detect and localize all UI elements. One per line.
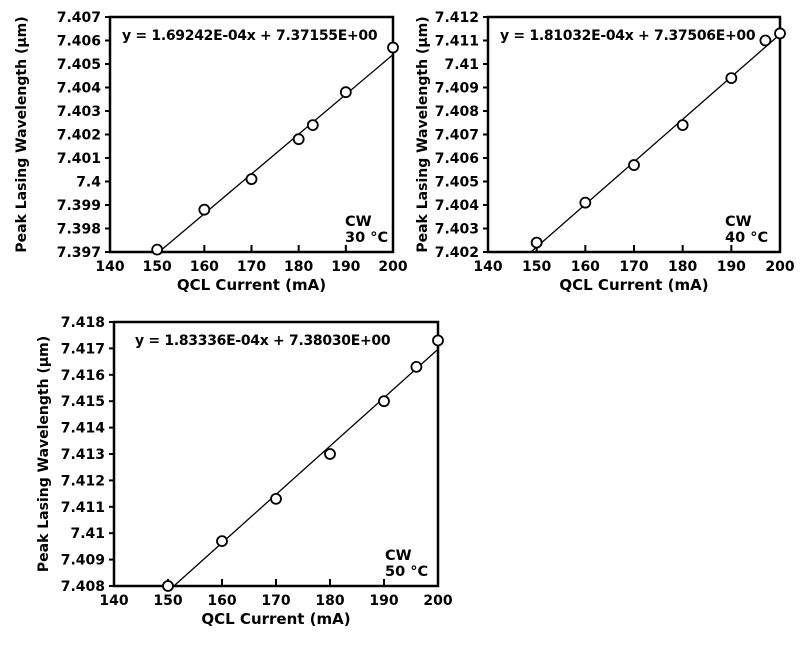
chart-cw-30c: 7.397 7.398 7.399 7.4 7.401 7.402 7.403 7.404 7.… (14, 10, 408, 294)
x-tick-label: 180 (668, 259, 697, 275)
y-tick-label: 7.406 (435, 151, 479, 167)
data-point (378, 395, 390, 408)
y-tick-label: 7.4 (76, 175, 101, 191)
data-point (676, 119, 689, 131)
y-tick-label: 7.408 (435, 104, 479, 120)
y-tick-label: 7.399 (57, 198, 101, 214)
y-tick-label: 7.418 (61, 315, 105, 331)
y-tick-label: 7.417 (61, 341, 105, 357)
data-point (216, 535, 228, 548)
x-tick-label: 140 (99, 593, 128, 609)
x-tick-label: 160 (571, 259, 600, 275)
condition-label: CW (725, 214, 752, 230)
y-tick-label: 7.404 (435, 198, 480, 214)
x-axis-title: QCL Current (mA) (177, 276, 326, 294)
y-tick-label: 7.413 (61, 447, 105, 463)
y-tick-label: 7.412 (435, 10, 479, 26)
y-tick-label: 7.408 (61, 579, 105, 595)
x-tick-label: 200 (378, 259, 407, 275)
x-tick-label: 200 (423, 593, 452, 609)
y-tick-label: 7.41 (444, 57, 479, 73)
data-point (387, 41, 399, 54)
condition-label: 30 °C (345, 230, 388, 246)
y-axis-title: Peak Lasing Wavelength (µm) (36, 336, 52, 572)
data-point (759, 34, 772, 47)
condition-label: 50 °C (385, 564, 428, 580)
fit-equation: y = 1.83336E-04x + 7.38030E+00 (135, 333, 391, 349)
fit-line (173, 348, 439, 587)
y-tick-label: 7.404 (57, 81, 102, 97)
x-tick-label: 150 (522, 259, 551, 275)
y-tick-label: 7.411 (61, 500, 105, 516)
y-tick-label: 7.403 (435, 222, 479, 238)
x-tick-label: 170 (619, 259, 648, 275)
y-tick-label: 7.414 (61, 421, 106, 437)
data-point (151, 243, 164, 256)
x-tick-label: 180 (284, 259, 313, 275)
condition-label: 40 °C (725, 230, 768, 246)
y-tick-label: 7.409 (61, 553, 105, 569)
x-tick-label: 180 (315, 593, 344, 609)
x-tick-label: 190 (331, 259, 360, 275)
x-tick-label: 160 (190, 259, 219, 275)
y-tick-label: 7.412 (61, 473, 105, 489)
y-tick-label: 7.411 (435, 34, 479, 50)
data-point (245, 173, 258, 186)
data-point (324, 448, 336, 460)
x-tick-label: 190 (369, 593, 398, 609)
y-tick-label: 7.409 (435, 81, 479, 97)
x-tick-label: 190 (717, 259, 746, 275)
chart-cw-40c: 7.402 7.403 7.404 7.405 7.406 7.407 7.408 7.409… (415, 10, 795, 294)
data-point (530, 236, 543, 249)
y-tick-label: 7.397 (57, 245, 101, 261)
x-axis-title: QCL Current (mA) (559, 276, 708, 294)
data-point (292, 133, 305, 146)
fit-equation: y = 1.81032E-04x + 7.37506E+00 (500, 28, 756, 44)
data-point (774, 27, 786, 40)
x-tick-label: 150 (143, 259, 172, 275)
y-tick-label: 7.403 (57, 104, 101, 120)
y-tick-label: 7.415 (61, 394, 105, 410)
y-tick-label: 7.407 (435, 128, 479, 144)
x-tick-label: 140 (95, 259, 124, 275)
y-axis-title: Peak Lasing Wavelength (µm) (14, 16, 30, 252)
condition-label: CW (345, 214, 372, 230)
x-tick-label: 200 (765, 259, 794, 275)
data-point (306, 119, 319, 131)
data-point (198, 203, 211, 216)
fit-line (530, 33, 781, 253)
y-axis-title: Peak Lasing Wavelength (µm) (415, 16, 431, 252)
chart-cw-50c: 7.408 7.409 7.41 7.411 7.412 7.413 7.414 7.415 7… (36, 315, 453, 628)
fit-equation: y = 1.69242E-04x + 7.37155E+00 (122, 28, 378, 44)
data-point (432, 334, 444, 347)
x-tick-label: 170 (237, 259, 266, 275)
data-point (725, 72, 738, 84)
y-tick-label: 7.402 (57, 128, 101, 144)
x-tick-label: 160 (207, 593, 236, 609)
y-tick-label: 7.398 (57, 222, 101, 238)
y-tick-label: 7.407 (57, 10, 101, 26)
x-tick-label: 150 (153, 593, 182, 609)
y-tick-label: 7.406 (57, 34, 101, 50)
data-point (579, 196, 592, 209)
x-axis-title: QCL Current (mA) (201, 610, 350, 628)
condition-label: CW (385, 548, 412, 564)
plot-area (112, 320, 440, 588)
y-tick-label: 7.405 (435, 175, 479, 191)
fit-line (158, 54, 394, 253)
data-point (410, 360, 423, 373)
y-tick-label: 7.401 (57, 151, 101, 167)
y-tick-label: 7.416 (61, 368, 105, 384)
y-tick-label: 7.41 (70, 526, 105, 542)
x-tick-label: 170 (261, 593, 290, 609)
y-tick-label: 7.402 (435, 245, 479, 261)
data-point (628, 159, 640, 171)
data-point (162, 580, 174, 592)
data-point (339, 86, 352, 99)
x-tick-label: 140 (473, 259, 502, 275)
y-tick-label: 7.405 (57, 57, 101, 73)
data-point (270, 492, 282, 505)
